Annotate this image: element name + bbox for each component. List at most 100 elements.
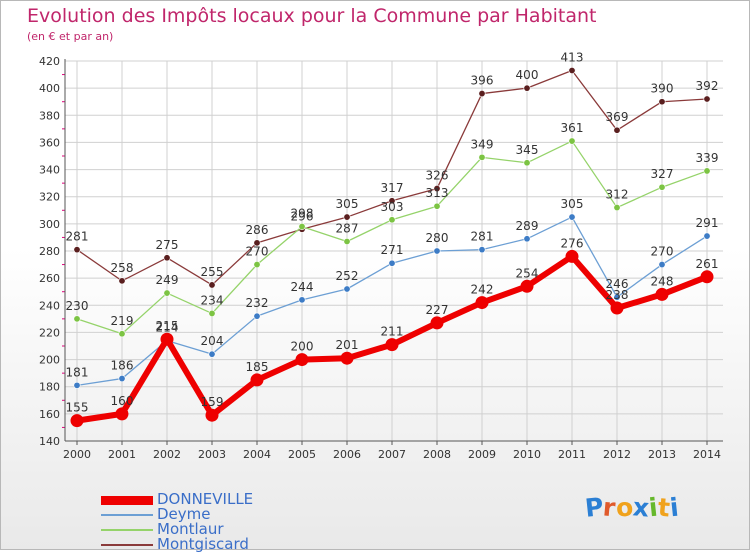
data-point: [340, 351, 354, 365]
data-label: 392: [696, 79, 719, 93]
data-point: [655, 287, 669, 301]
data-point: [388, 216, 396, 224]
data-point: [253, 312, 261, 320]
data-point: [520, 279, 534, 293]
legend-label: Montgiscard: [157, 535, 249, 553]
axes: 140 160 180 200 220 240 260 280 300 320 340 360 380 4…: [39, 55, 723, 461]
data-label: 181: [66, 365, 89, 379]
x-tick-label: 2001: [108, 448, 136, 461]
data-point: [208, 350, 216, 358]
data-label: 249: [156, 273, 179, 287]
x-tick-label: 2009: [468, 448, 496, 461]
data-label: 227: [426, 303, 449, 317]
data-label: 326: [426, 169, 449, 183]
data-point: [700, 270, 714, 284]
data-label: 258: [111, 261, 134, 275]
data-label: 390: [651, 82, 674, 96]
x-tick-label: 2010: [513, 448, 541, 461]
legend-label: Deyme: [157, 505, 211, 523]
y-tick-label: 280: [39, 245, 60, 258]
data-label: 276: [561, 236, 584, 250]
data-label: 246: [606, 277, 629, 291]
data-label: 291: [696, 216, 719, 230]
data-label: 270: [246, 245, 269, 259]
x-tick-label: 2004: [243, 448, 271, 461]
data-label: 211: [381, 325, 404, 339]
data-point: [565, 249, 579, 263]
data-label: 254: [516, 266, 539, 280]
data-point: [118, 375, 126, 383]
data-point: [703, 95, 711, 103]
data-point: [610, 301, 624, 315]
y-tick-label: 380: [39, 109, 60, 122]
y-tick-label: 320: [39, 191, 60, 204]
data-point: [163, 289, 171, 297]
data-point: [613, 293, 621, 301]
data-point: [298, 296, 306, 304]
data-label: 275: [156, 238, 179, 252]
data-point: [208, 281, 216, 289]
chart-title: Evolution des Impôts locaux pour la Comm…: [27, 5, 597, 27]
data-label: 349: [471, 137, 494, 151]
data-point: [478, 246, 486, 254]
y-tick-label: 340: [39, 164, 60, 177]
data-point: [118, 277, 126, 285]
y-tick-label: 260: [39, 272, 60, 285]
data-point: [475, 296, 489, 310]
data-label: 296: [291, 209, 314, 223]
legend-swatch: [101, 529, 153, 531]
data-label: 204: [201, 334, 224, 348]
data-label: 201: [336, 338, 359, 352]
x-tick-label: 2012: [603, 448, 631, 461]
data-label: 305: [336, 197, 359, 211]
data-label: 215: [156, 319, 179, 333]
data-point: [523, 235, 531, 243]
data-point: [523, 159, 531, 167]
data-label: 400: [516, 68, 539, 82]
x-tick-label: 2014: [693, 448, 721, 461]
data-label: 289: [516, 219, 539, 233]
data-label: 159: [201, 395, 224, 409]
data-point: [433, 247, 441, 255]
data-label: 303: [381, 200, 404, 214]
data-point: [523, 84, 531, 92]
data-label: 252: [336, 269, 359, 283]
data-label: 238: [606, 288, 629, 302]
data-point: [703, 232, 711, 240]
data-point: [568, 213, 576, 221]
data-point: [115, 407, 129, 421]
data-label: 155: [66, 401, 89, 415]
data-label: 317: [381, 181, 404, 195]
y-tick-label: 240: [39, 299, 60, 312]
y-tick-label: 140: [39, 435, 60, 448]
data-label: 234: [201, 293, 224, 307]
data-point: [343, 285, 351, 293]
x-tick-label: 2006: [333, 448, 361, 461]
data-point: [250, 373, 264, 387]
legend-label: DONNEVILLE: [157, 490, 254, 508]
data-point: [343, 213, 351, 221]
legend-swatch: [101, 514, 153, 516]
data-label: 369: [606, 110, 629, 124]
data-label: 244: [291, 280, 314, 294]
data-label: 281: [471, 230, 494, 244]
data-point: [385, 338, 399, 352]
data-point: [388, 259, 396, 267]
data-point: [298, 223, 306, 231]
data-point: [658, 261, 666, 269]
data-point: [478, 153, 486, 161]
chart-subtitle: (en € et par an): [27, 30, 114, 43]
x-tick-label: 2013: [648, 448, 676, 461]
data-point: [613, 204, 621, 212]
data-point: [703, 167, 711, 175]
data-point: [70, 414, 84, 428]
data-point: [433, 185, 441, 193]
data-label: 214: [156, 321, 179, 335]
data-point: [478, 90, 486, 98]
data-label: 345: [516, 143, 539, 157]
data-label: 313: [426, 186, 449, 200]
data-point: [388, 197, 396, 205]
data-label: 327: [651, 167, 674, 181]
